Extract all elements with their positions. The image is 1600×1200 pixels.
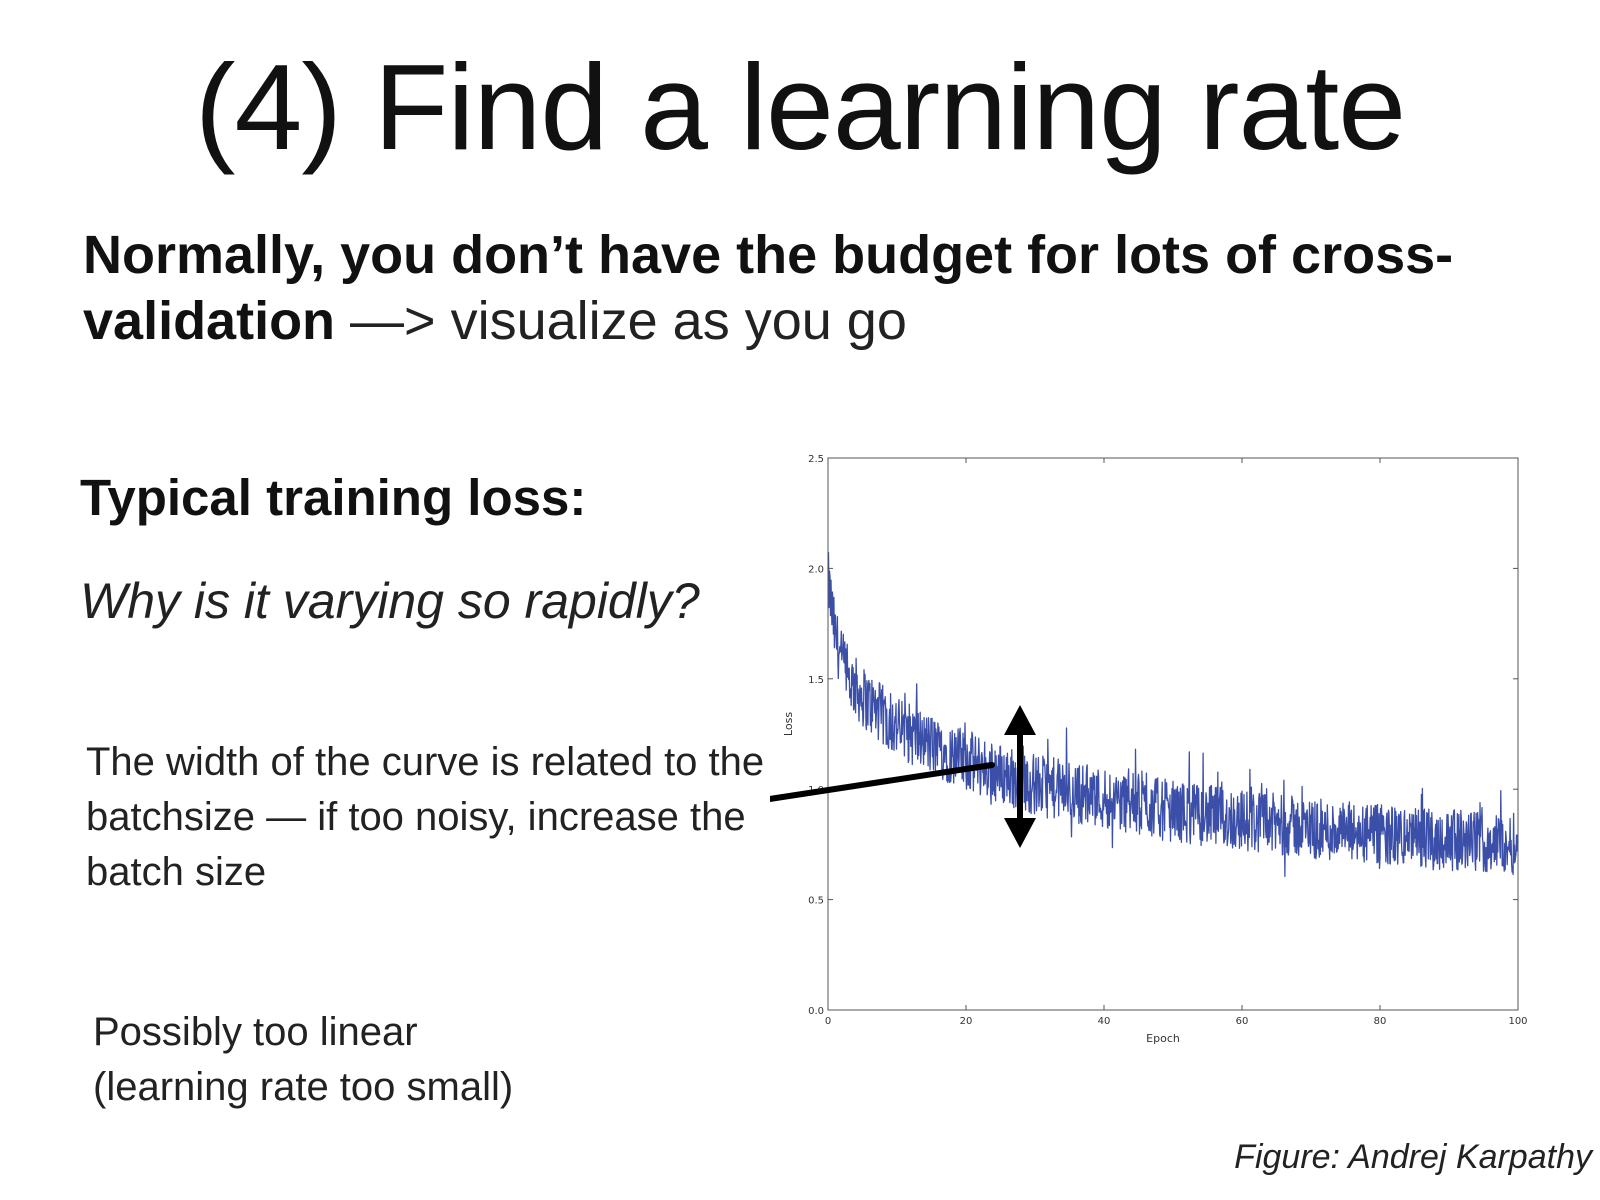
y-tick-label: 2.0 bbox=[808, 564, 824, 575]
arrow-up-head-icon bbox=[1004, 705, 1036, 735]
note-too-linear-line1: Possibly too linear bbox=[93, 1010, 418, 1054]
x-tick-label: 40 bbox=[1098, 1016, 1111, 1027]
x-axis-label: Epoch bbox=[1146, 1032, 1180, 1045]
y-tick-label: 1.5 bbox=[808, 675, 824, 686]
annotation-pointer-line bbox=[770, 762, 995, 802]
figure-caption: Figure: Andrej Karpathy bbox=[1234, 1138, 1592, 1176]
y-axis-label: Loss bbox=[782, 712, 795, 736]
x-tick-label: 80 bbox=[1374, 1016, 1387, 1027]
y-tick-label: 0.0 bbox=[808, 1006, 824, 1017]
section-subhead: Typical training loss: bbox=[80, 469, 587, 526]
y-tick-label: 0.5 bbox=[808, 896, 824, 907]
loss-series-line bbox=[827, 552, 1519, 878]
intro-text: Normally, you don’t have the budget for … bbox=[83, 222, 1563, 354]
annotation-layer bbox=[770, 705, 1036, 848]
plot-frame bbox=[827, 457, 1519, 1011]
x-tick-label: 0 bbox=[825, 1016, 831, 1027]
question-text: Why is it varying so rapidly? bbox=[80, 573, 700, 629]
intro-rest-text: visualize as you go bbox=[450, 291, 907, 351]
note-too-linear: Possibly too linear (learning rate too s… bbox=[93, 1005, 793, 1115]
note-curve-width: The width of the curve is related to the… bbox=[86, 740, 765, 894]
note-too-linear-line2: (learning rate too small) bbox=[93, 1065, 514, 1109]
y-tick-label: 2.5 bbox=[808, 454, 824, 465]
plot-layer bbox=[827, 552, 1519, 878]
x-tick-label: 20 bbox=[960, 1016, 973, 1027]
x-tick-label: 60 bbox=[1236, 1016, 1249, 1027]
arrow-down-head-icon bbox=[1004, 818, 1036, 848]
intro-bold-text: Normally, you don’t have the budget for … bbox=[83, 225, 1454, 351]
x-tick-label: 100 bbox=[1508, 1016, 1527, 1027]
slide-title: (4) Find a learning rate bbox=[194, 39, 1406, 175]
intro-arrow: —> bbox=[335, 291, 451, 351]
